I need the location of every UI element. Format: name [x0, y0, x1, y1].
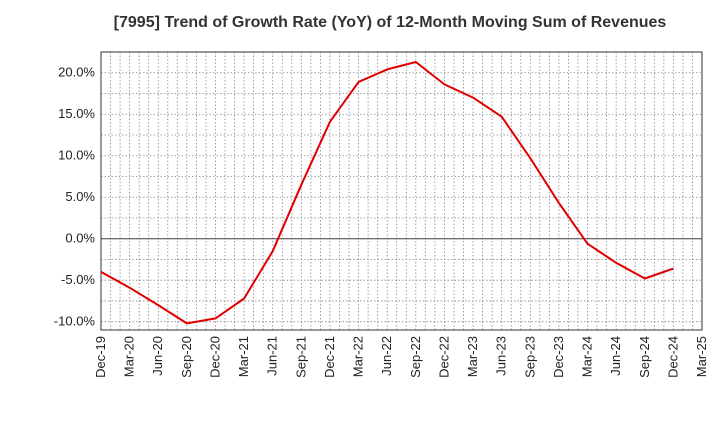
series-layer [100, 61, 674, 325]
series-line [100, 61, 674, 325]
x-tick-label: Sep-20 [179, 336, 194, 378]
x-tick-label: Mar-23 [465, 336, 480, 377]
x-tick-label: Jun-20 [150, 336, 165, 376]
x-tick-label: Jun-24 [608, 336, 623, 376]
y-tick-label: -10.0% [54, 314, 96, 329]
grid-layer [101, 52, 702, 330]
x-axis-ticks: Dec-19 Mar-20 Jun-20 Sep-20 Dec-20 Mar-21 Jun-… [93, 336, 709, 378]
x-tick-label: Dec-23 [551, 336, 566, 378]
x-tick-label: Mar-21 [236, 336, 251, 377]
y-tick-label: 20.0% [58, 65, 95, 80]
x-tick-label: Dec-20 [207, 336, 222, 378]
x-tick-label: Sep-21 [293, 336, 308, 378]
y-tick-label: 10.0% [58, 148, 95, 163]
x-tick-label: Jun-23 [494, 336, 509, 376]
x-tick-label: Dec-19 [93, 336, 108, 378]
x-tick-label: Mar-24 [580, 336, 595, 377]
y-tick-label: 5.0% [65, 189, 95, 204]
x-tick-label: Jun-21 [265, 336, 280, 376]
x-tick-label: Jun-22 [379, 336, 394, 376]
y-tick-label: -5.0% [61, 272, 95, 287]
x-tick-label: Sep-24 [637, 336, 652, 378]
y-axis-ticks: 20.0% 15.0% 10.0% 5.0% 0.0% -5.0% -10.0% [54, 65, 96, 329]
x-tick-label: Mar-22 [351, 336, 366, 377]
x-tick-label: Dec-21 [322, 336, 337, 378]
x-tick-label: Dec-24 [665, 336, 680, 378]
y-tick-label: 15.0% [58, 106, 95, 121]
chart-title: [7995] Trend of Growth Rate (YoY) of 12-… [113, 14, 667, 31]
y-tick-label: 0.0% [65, 231, 95, 246]
x-tick-label: Mar-25 [694, 336, 709, 377]
x-tick-label: Sep-22 [408, 336, 423, 378]
x-tick-label: Sep-23 [522, 336, 537, 378]
plot-frame [100, 51, 703, 331]
x-tick-label: Mar-20 [122, 336, 137, 377]
x-tick-label: Dec-22 [436, 336, 451, 378]
